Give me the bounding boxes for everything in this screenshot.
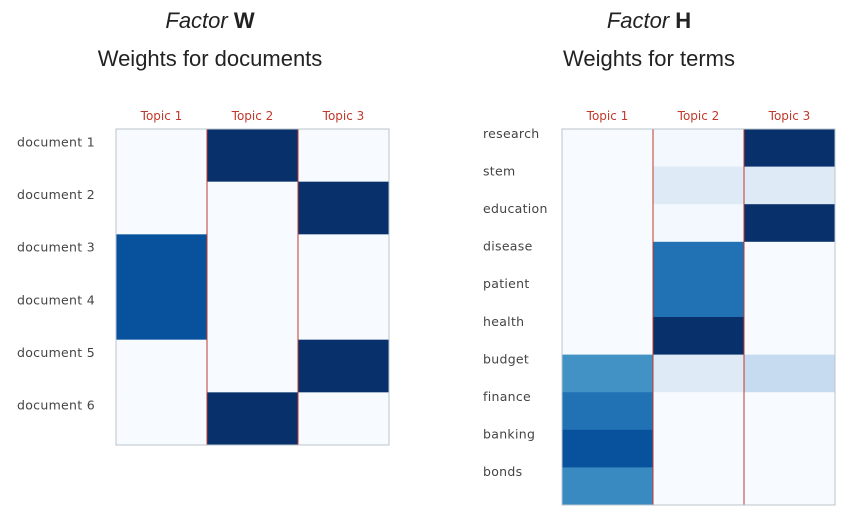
h-cell-r8-c3 bbox=[744, 392, 836, 431]
factor-h-title-italic: Factor bbox=[606, 8, 670, 33]
w-cell-r5-c1 bbox=[116, 339, 208, 393]
h-cell-r1-c2 bbox=[653, 129, 745, 168]
factor-w-subtitle: Weights for documents bbox=[97, 46, 323, 71]
h-cell-r7-c1 bbox=[562, 354, 654, 393]
w-row-label: document 5 bbox=[17, 345, 95, 360]
h-cell-r10-c2 bbox=[653, 467, 745, 506]
h-column-label: Topic 1 bbox=[586, 109, 629, 123]
w-cell-r4-c3 bbox=[298, 287, 390, 341]
h-cell-r1-c3 bbox=[744, 129, 836, 168]
h-cell-r6-c2 bbox=[653, 317, 745, 356]
h-row-label: research bbox=[483, 126, 539, 141]
h-row-label: bonds bbox=[483, 464, 522, 479]
factor-w-panel: Factor W Weights for documents Topic 1 To… bbox=[0, 0, 420, 519]
h-row-label: patient bbox=[483, 276, 530, 291]
w-row-label: document 6 bbox=[17, 398, 95, 413]
h-cell-r10-c1 bbox=[562, 467, 654, 506]
h-cell-r2-c3 bbox=[744, 166, 836, 205]
w-row-label: document 2 bbox=[17, 187, 95, 202]
h-cell-r10-c3 bbox=[744, 467, 836, 506]
h-cell-r4-c1 bbox=[562, 241, 654, 280]
h-cell-r3-c2 bbox=[653, 204, 745, 243]
w-cell-r6-c1 bbox=[116, 392, 208, 446]
w-column-label: Topic 2 bbox=[231, 109, 274, 123]
w-row-label: document 4 bbox=[17, 292, 95, 307]
h-row-label: health bbox=[483, 314, 524, 329]
w-row-label: document 3 bbox=[17, 240, 95, 255]
w-cell-r2-c1 bbox=[116, 181, 208, 235]
h-cell-r7-c3 bbox=[744, 354, 836, 393]
h-cell-r7-c2 bbox=[653, 354, 745, 393]
h-row-label: banking bbox=[483, 427, 535, 442]
w-cell-r3-c1 bbox=[116, 234, 208, 288]
w-cell-r1-c1 bbox=[116, 129, 208, 183]
h-cell-r4-c2 bbox=[653, 241, 745, 280]
h-cell-r6-c1 bbox=[562, 317, 654, 356]
w-row-label: document 1 bbox=[17, 134, 95, 149]
h-cell-r2-c1 bbox=[562, 166, 654, 205]
factor-w-heatmap: Topic 1 Topic 2 Topic 3 document 1 document … bbox=[17, 109, 390, 446]
factor-w-title-italic: Factor bbox=[165, 8, 228, 33]
h-cell-r3-c3 bbox=[744, 204, 836, 243]
h-row-label: disease bbox=[483, 239, 533, 254]
h-cell-r8-c2 bbox=[653, 392, 745, 431]
h-cell-r5-c3 bbox=[744, 279, 836, 318]
h-row-label: stem bbox=[483, 163, 515, 178]
factor-h-heatmap: Topic 1 Topic 2 Topic 3 research stem educati… bbox=[483, 109, 836, 506]
h-cell-r9-c2 bbox=[653, 429, 745, 468]
h-cell-r8-c1 bbox=[562, 392, 654, 431]
h-column-label: Topic 3 bbox=[768, 109, 811, 123]
w-cell-r2-c2 bbox=[207, 181, 299, 235]
h-cell-r5-c1 bbox=[562, 279, 654, 318]
h-cell-r9-c3 bbox=[744, 429, 836, 468]
h-cell-r2-c2 bbox=[653, 166, 745, 205]
factor-h-title-bold: H bbox=[675, 8, 692, 33]
w-cell-r5-c2 bbox=[207, 339, 299, 393]
factor-w-title-bold: W bbox=[233, 8, 255, 33]
w-cell-r6-c3 bbox=[298, 392, 390, 446]
w-frame bbox=[115, 128, 390, 446]
w-cell-r3-c2 bbox=[207, 234, 299, 288]
w-cell-r3-c3 bbox=[298, 234, 390, 288]
w-cell-r2-c3 bbox=[298, 181, 390, 235]
factor-h-panel: Factor H Weights for terms Topic 1 Topic … bbox=[440, 0, 858, 519]
factor-h-subtitle: Weights for terms bbox=[563, 46, 735, 71]
w-column-label: Topic 1 bbox=[140, 109, 183, 123]
factor-h-title: Factor H bbox=[440, 8, 858, 34]
w-column-label: Topic 3 bbox=[322, 109, 365, 123]
w-cell-r4-c2 bbox=[207, 287, 299, 341]
factor-w-title: Factor W bbox=[0, 8, 420, 34]
h-column-label: Topic 2 bbox=[677, 109, 720, 123]
w-cell-r1-c2 bbox=[207, 129, 299, 183]
h-cell-r5-c2 bbox=[653, 279, 745, 318]
h-cell-r9-c1 bbox=[562, 429, 654, 468]
w-cell-r6-c2 bbox=[207, 392, 299, 446]
h-row-label: finance bbox=[483, 389, 531, 404]
h-cell-r4-c3 bbox=[744, 241, 836, 280]
h-row-label: budget bbox=[483, 351, 529, 366]
h-cell-r1-c1 bbox=[562, 129, 654, 168]
w-cell-r1-c3 bbox=[298, 129, 390, 183]
w-cell-r5-c3 bbox=[298, 339, 390, 393]
h-row-label: education bbox=[483, 201, 548, 216]
w-cell-r4-c1 bbox=[116, 287, 208, 341]
h-frame bbox=[561, 128, 836, 506]
h-cell-r3-c1 bbox=[562, 204, 654, 243]
h-cell-r6-c3 bbox=[744, 317, 836, 356]
